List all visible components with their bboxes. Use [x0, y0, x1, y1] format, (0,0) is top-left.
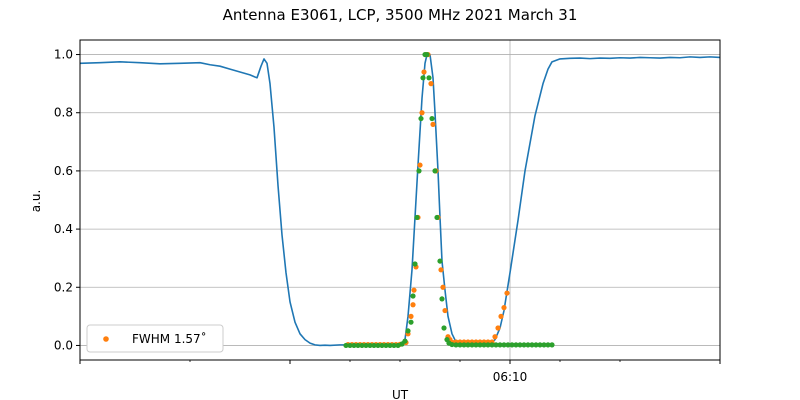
legend: FWHM 1.57˚: [86, 324, 224, 353]
fwhm-point: [498, 313, 504, 319]
fwhm-point: [504, 290, 510, 296]
green-point: [549, 342, 555, 348]
green-point: [441, 325, 447, 331]
green-point: [497, 342, 503, 348]
green-point: [405, 328, 411, 334]
fwhm-scatter-series: [345, 51, 510, 348]
y-tick-label: 0.0: [54, 338, 73, 352]
green-point: [513, 342, 519, 348]
green-point: [465, 342, 471, 348]
green-point: [489, 342, 495, 348]
green-point: [379, 342, 385, 349]
y-tick-label: 0.4: [54, 222, 73, 236]
green-point: [469, 342, 475, 348]
green-point: [347, 342, 353, 349]
green-point: [517, 342, 523, 348]
green-point: [371, 342, 377, 349]
green-point: [408, 319, 414, 325]
fwhm-point: [428, 81, 434, 87]
fwhm-point: [492, 334, 498, 340]
green-point: [367, 342, 373, 349]
green-point: [505, 342, 511, 348]
green-point: [363, 342, 369, 349]
green-point: [529, 342, 535, 348]
green-point: [461, 342, 467, 348]
green-point: [493, 342, 499, 348]
green-point: [533, 342, 539, 348]
green-point: [375, 342, 381, 349]
green-point: [501, 342, 507, 348]
y-tick-label: 0.2: [54, 280, 73, 294]
green-point: [521, 342, 527, 348]
fwhm-point: [430, 121, 436, 127]
fwhm-point: [440, 284, 446, 290]
fwhm-point: [501, 305, 507, 311]
green-point: [509, 342, 515, 348]
green-point: [434, 214, 440, 221]
green-point: [473, 342, 479, 348]
green-point: [537, 342, 543, 348]
y-axis-ticks: 0.0 0.2 0.4 0.6 0.8 1.0: [54, 48, 80, 352]
green-point: [412, 261, 418, 267]
legend-marker: [103, 336, 109, 342]
green-point: [355, 342, 361, 349]
line-series: [79, 53, 721, 347]
y-tick-label: 1.0: [54, 48, 73, 62]
x-axis-label: UT: [392, 388, 409, 400]
green-point: [387, 342, 393, 349]
chart-title: Antenna E3061, LCP, 3500 MHz 2021 March …: [223, 6, 578, 24]
fwhm-point: [495, 325, 501, 331]
fwhm-point: [421, 69, 427, 75]
beam-profile-line: [79, 53, 721, 347]
fwhm-point: [442, 307, 448, 314]
green-point: [424, 51, 430, 58]
green-scatter-series: [343, 51, 555, 349]
legend-label: FWHM 1.57˚: [132, 331, 207, 346]
green-point: [420, 75, 426, 81]
green-point: [343, 342, 349, 349]
fwhm-point: [419, 110, 425, 116]
green-point: [416, 168, 422, 174]
green-point: [402, 338, 408, 344]
green-point: [541, 342, 547, 348]
green-point: [477, 342, 483, 348]
fwhm-point: [417, 162, 423, 168]
green-point: [485, 342, 491, 348]
y-tick-label: 0.8: [54, 106, 73, 120]
x-axis-ticks: 06:10: [79, 360, 721, 384]
fwhm-point: [410, 302, 416, 308]
green-point: [432, 168, 438, 174]
green-point: [414, 214, 420, 221]
fwhm-point: [408, 313, 414, 319]
fwhm-point: [438, 267, 444, 273]
green-point: [545, 342, 551, 348]
green-point: [453, 342, 459, 348]
y-axis-label: a.u.: [29, 190, 43, 213]
green-point: [439, 296, 445, 302]
green-point: [481, 342, 487, 348]
y-tick-label: 0.6: [54, 164, 73, 178]
green-point: [457, 342, 463, 348]
legend-box: [86, 324, 224, 353]
green-point: [437, 258, 443, 264]
green-point: [351, 342, 357, 349]
green-point: [359, 342, 365, 349]
green-point: [418, 115, 424, 122]
fwhm-point: [411, 287, 417, 293]
green-point: [429, 115, 435, 122]
green-point: [426, 75, 432, 81]
green-point: [391, 342, 397, 349]
x-tick-label: 06:10: [493, 370, 528, 384]
green-point: [525, 342, 531, 348]
green-point: [383, 342, 389, 349]
plot-frame: [79, 39, 721, 361]
grid: [80, 40, 720, 360]
green-point: [449, 341, 455, 348]
green-point: [395, 342, 401, 349]
green-point: [410, 293, 416, 299]
